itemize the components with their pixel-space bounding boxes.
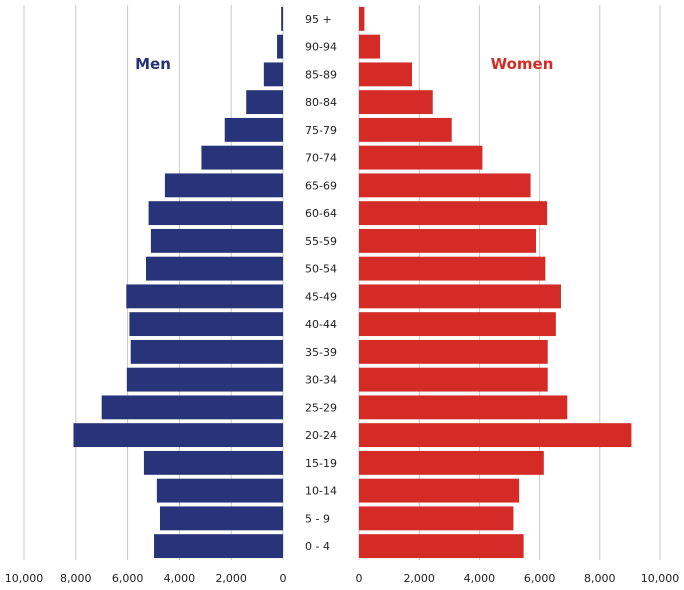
series-label-men: Men [135, 55, 171, 73]
tick-label-left: 8,000 [60, 572, 92, 585]
age-group-label: 75-79 [305, 124, 337, 137]
bar-women [359, 146, 482, 170]
tick-label-right: 2,000 [403, 572, 435, 585]
age-group-label: 30-34 [305, 374, 337, 387]
bar-men [131, 340, 283, 364]
bar-men [127, 368, 283, 392]
bar-women [359, 257, 545, 281]
bar-men [154, 534, 283, 558]
tick-label-left: 6,000 [112, 572, 144, 585]
age-group-label: 15-19 [305, 457, 337, 470]
men-bars [73, 7, 283, 558]
bar-men [144, 451, 283, 475]
age-group-label: 65-69 [305, 179, 337, 192]
bar-men [73, 423, 283, 447]
tick-label-right: 10,000 [641, 572, 680, 585]
bar-women [359, 173, 531, 197]
bar-men [246, 90, 283, 114]
bar-women [359, 118, 452, 142]
tick-label-right: 4,000 [464, 572, 496, 585]
bar-men [281, 7, 283, 31]
tick-label-right: 0 [356, 572, 363, 585]
bar-men [157, 479, 283, 503]
tick-label-left: 10,000 [5, 572, 44, 585]
bar-men [151, 229, 283, 253]
bar-men [277, 35, 283, 59]
bar-women [359, 368, 548, 392]
bar-women [359, 62, 412, 86]
bar-women [359, 284, 561, 308]
bar-men [225, 118, 283, 142]
tick-label-left: 0 [280, 572, 287, 585]
age-group-labels: 95 + 90-94 85-89 80-84 75-79 70-74 65-69 60-64 5… [305, 13, 337, 553]
bar-women [359, 395, 567, 419]
age-group-label: 0 - 4 [305, 540, 330, 553]
bar-men [149, 201, 283, 225]
bar-women [359, 479, 519, 503]
tick-label-left: 4,000 [164, 572, 196, 585]
bar-men [129, 312, 283, 336]
women-bars [359, 7, 631, 558]
age-group-label: 70-74 [305, 152, 337, 165]
bar-men [165, 173, 283, 197]
bar-women [359, 7, 364, 31]
bar-women [359, 423, 631, 447]
bar-men [201, 146, 283, 170]
bar-women [359, 90, 433, 114]
age-group-label: 10-14 [305, 485, 337, 498]
bar-women [359, 451, 544, 475]
age-group-label: 40-44 [305, 318, 337, 331]
age-group-label: 55-59 [305, 235, 337, 248]
bar-women [359, 340, 548, 364]
age-group-label: 35-39 [305, 346, 337, 359]
age-group-label: 95 + [305, 13, 332, 26]
tick-label-right: 8,000 [584, 572, 616, 585]
bar-women [359, 35, 380, 59]
age-group-label: 85-89 [305, 68, 337, 81]
bar-women [359, 201, 547, 225]
axis-tick-labels: 10,000 8,000 6,000 4,000 2,000 0 0 2,000 4,000 6,… [5, 572, 680, 585]
age-group-label: 50-54 [305, 263, 337, 276]
age-group-label: 5 - 9 [305, 512, 330, 525]
bar-women [359, 534, 524, 558]
age-group-label: 80-84 [305, 96, 337, 109]
age-group-label: 25-29 [305, 401, 337, 414]
bar-women [359, 229, 536, 253]
bar-women [359, 312, 556, 336]
bar-men [146, 257, 283, 281]
age-group-label: 45-49 [305, 290, 337, 303]
series-label-women: Women [491, 55, 554, 73]
bar-men [264, 62, 283, 86]
bar-men [126, 284, 283, 308]
bar-women [359, 506, 513, 530]
age-group-label: 60-64 [305, 207, 337, 220]
tick-label-left: 2,000 [215, 572, 247, 585]
age-group-label: 20-24 [305, 429, 337, 442]
bar-men [160, 506, 283, 530]
age-group-label: 90-94 [305, 41, 337, 54]
gridlines [24, 5, 660, 560]
tick-label-right: 6,000 [524, 572, 556, 585]
bar-men [102, 395, 283, 419]
